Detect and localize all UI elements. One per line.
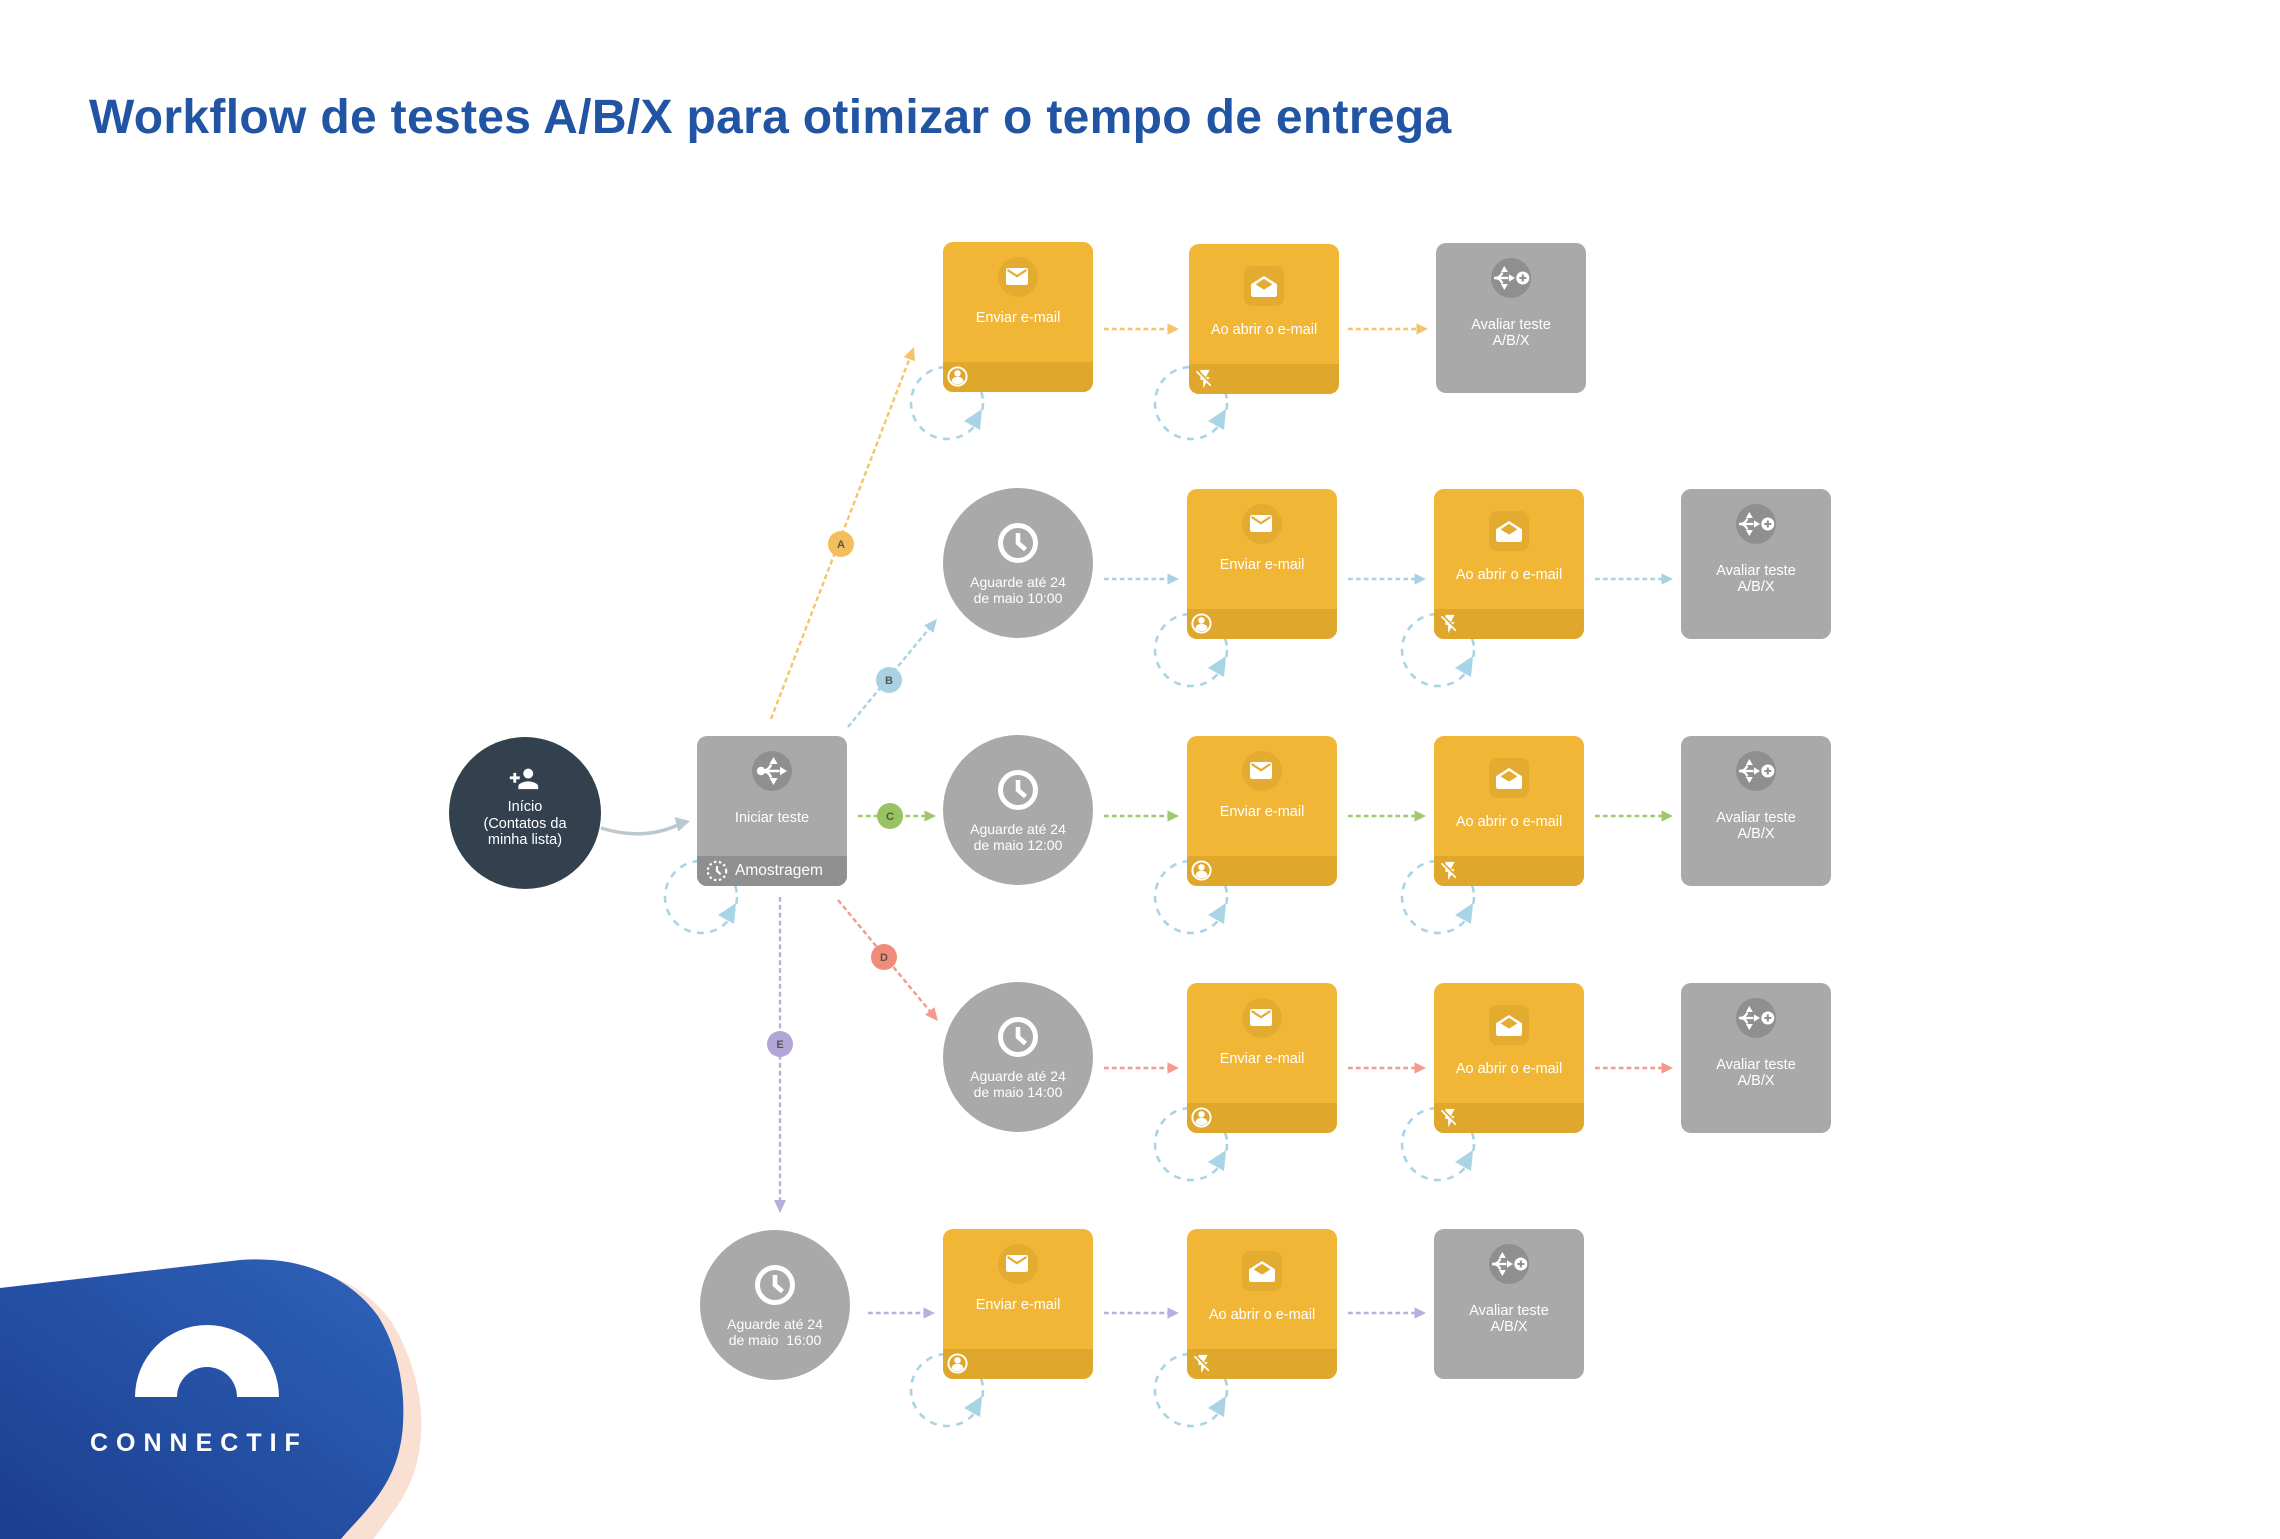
svg-text:A: A <box>837 539 845 551</box>
svg-text:B: B <box>885 675 893 687</box>
svg-text:E: E <box>776 1039 783 1051</box>
svg-text:CONNECTIF: CONNECTIF <box>90 1429 308 1457</box>
svg-text:C: C <box>886 811 894 823</box>
svg-text:D: D <box>880 952 888 964</box>
